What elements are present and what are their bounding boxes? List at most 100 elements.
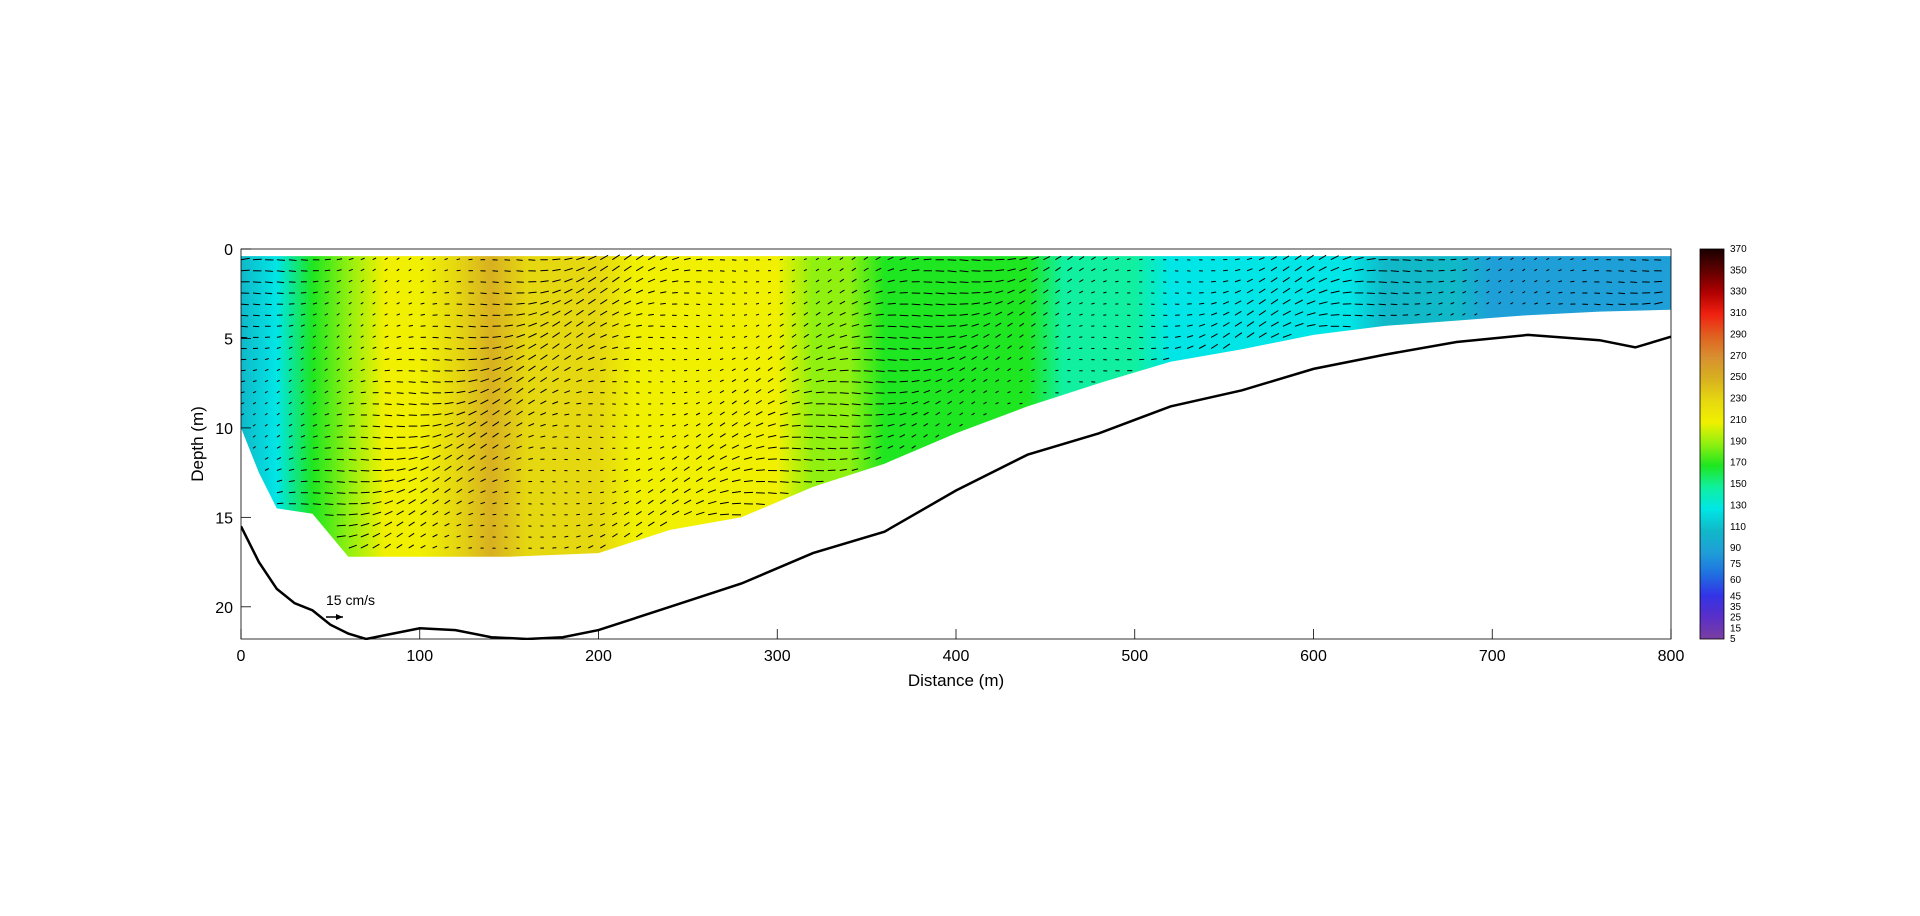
velocity-vector xyxy=(671,445,677,449)
velocity-vector xyxy=(552,377,559,383)
velocity-vector xyxy=(983,378,988,383)
velocity-vector xyxy=(1306,265,1315,272)
velocity-vector xyxy=(803,436,813,439)
velocity-vector xyxy=(899,423,906,427)
velocity-vector xyxy=(324,390,329,394)
velocity-vector xyxy=(468,477,475,483)
velocity-vector xyxy=(348,447,357,450)
velocity-vector xyxy=(552,366,560,372)
velocity-vector xyxy=(683,499,692,505)
colorbar-tick-label: 75 xyxy=(1730,559,1742,570)
velocity-vector xyxy=(683,413,688,416)
velocity-vector xyxy=(1282,310,1292,316)
velocity-vector xyxy=(635,266,644,272)
velocity-vector xyxy=(707,477,716,483)
velocity-vector xyxy=(1043,300,1048,305)
velocity-vector xyxy=(660,267,668,272)
velocity-vector xyxy=(504,444,511,449)
colorbar-tick-label: 370 xyxy=(1730,244,1747,255)
colorbar-tick-label: 15 xyxy=(1730,623,1742,634)
velocity-vector xyxy=(1055,266,1061,272)
velocity-vector xyxy=(588,380,594,383)
velocity-vector xyxy=(719,478,729,483)
velocity-vector xyxy=(600,523,606,527)
velocity-vector xyxy=(1234,321,1242,327)
velocity-vector xyxy=(695,488,704,494)
velocity-vector xyxy=(1079,256,1085,261)
velocity-vector xyxy=(1522,268,1526,272)
velocity-vector xyxy=(1079,302,1083,305)
velocity-vector xyxy=(444,391,454,394)
velocity-vector xyxy=(779,302,784,305)
velocity-vector xyxy=(947,378,954,383)
velocity-vector xyxy=(887,359,897,361)
velocity-vector xyxy=(1103,257,1108,261)
velocity-vector xyxy=(468,258,473,261)
velocity-vector xyxy=(1067,278,1072,283)
velocity-vector xyxy=(851,347,861,349)
velocity-vector xyxy=(504,398,512,405)
velocity-vector xyxy=(1630,270,1637,272)
velocity-vector xyxy=(827,268,832,272)
velocity-vector xyxy=(743,480,753,483)
velocity-vector xyxy=(300,446,306,449)
velocity-vector xyxy=(312,435,318,438)
velocity-vector xyxy=(659,521,668,527)
velocity-vector xyxy=(683,466,690,471)
velocity-vector xyxy=(348,257,354,261)
velocity-vector xyxy=(241,325,248,328)
velocity-vector xyxy=(1522,257,1526,261)
velocity-vector xyxy=(1079,313,1083,316)
velocity-vector xyxy=(360,279,365,283)
velocity-vector xyxy=(947,292,957,295)
velocity-vector xyxy=(839,334,848,338)
velocity-vector xyxy=(480,314,488,317)
velocity-vector xyxy=(1055,324,1060,327)
velocity-vector xyxy=(1582,258,1587,261)
velocity-vector xyxy=(803,367,811,372)
velocity-vector xyxy=(1294,276,1303,283)
velocity-vector xyxy=(300,357,304,361)
velocity-vector xyxy=(1127,258,1131,261)
velocity-vector xyxy=(1342,279,1352,283)
velocity-vector xyxy=(767,291,772,294)
velocity-vector xyxy=(384,257,388,261)
velocity-vector xyxy=(1115,269,1119,272)
velocity-vector xyxy=(635,489,642,494)
velocity-vector xyxy=(803,447,813,450)
velocity-vector xyxy=(552,268,561,272)
velocity-vector xyxy=(1007,391,1011,394)
velocity-vector xyxy=(600,502,605,505)
velocity-vector xyxy=(288,379,292,383)
velocity-vector xyxy=(995,322,1002,327)
velocity-vector xyxy=(971,412,975,416)
velocity-vector xyxy=(1031,267,1039,272)
velocity-vector xyxy=(384,414,393,417)
velocity-vector xyxy=(1486,290,1490,294)
velocity-vector xyxy=(959,400,964,405)
velocity-vector xyxy=(264,390,268,394)
velocity-vector xyxy=(683,423,689,427)
velocity-vector xyxy=(396,543,403,549)
velocity-vector xyxy=(624,458,628,460)
velocity-vector xyxy=(707,401,713,405)
velocity-vector xyxy=(839,278,845,283)
velocity-vector xyxy=(1043,369,1047,372)
x-tick-label: 700 xyxy=(1479,648,1506,665)
velocity-vector xyxy=(660,279,667,283)
velocity-vector xyxy=(504,366,513,372)
velocity-vector xyxy=(1378,303,1386,306)
velocity-vector xyxy=(815,356,824,361)
velocity-vector xyxy=(288,368,292,372)
velocity-vector xyxy=(348,414,355,416)
velocity-vector xyxy=(1091,314,1095,316)
velocity-vector xyxy=(767,313,772,316)
velocity-vector xyxy=(612,346,619,349)
velocity-vector xyxy=(372,335,377,338)
velocity-vector xyxy=(731,491,741,494)
y-tick-label: 10 xyxy=(215,421,233,438)
velocity-vector xyxy=(1067,347,1071,349)
velocity-vector xyxy=(1498,279,1502,283)
velocity-vector xyxy=(336,368,340,372)
velocity-vector xyxy=(348,523,358,527)
